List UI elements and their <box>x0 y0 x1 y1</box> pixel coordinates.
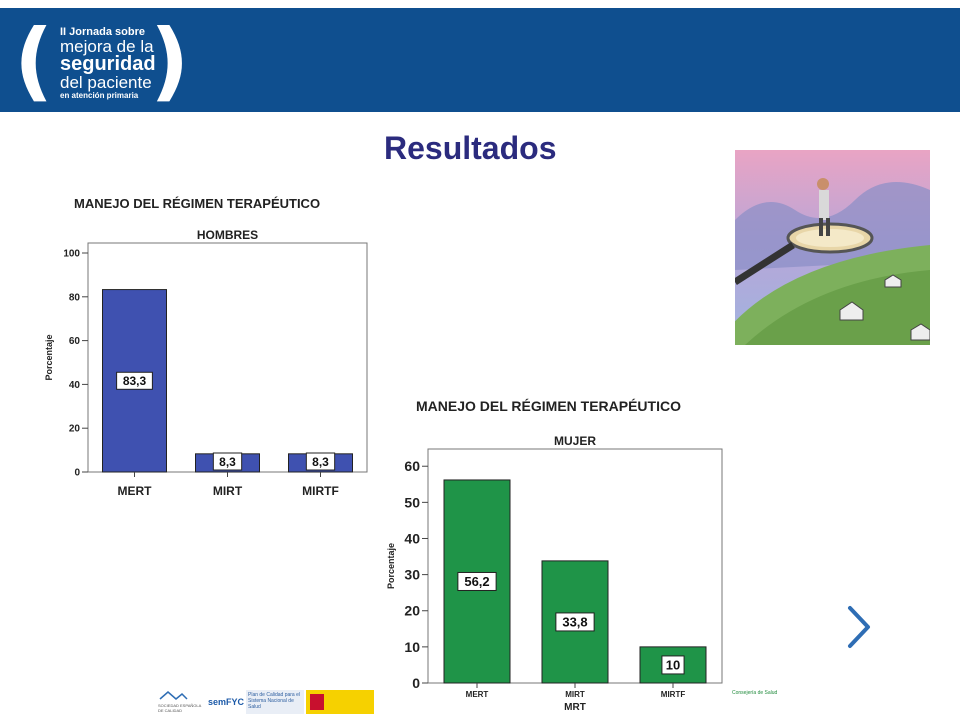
ministerio-de-sanidad-logo <box>306 690 374 714</box>
header-banner: ( II Jornada sobre mejora de la segurida… <box>0 8 960 112</box>
logo-line-3: seguridad <box>60 53 156 75</box>
x-tick-label: MIRT <box>213 484 243 498</box>
y-axis-label: Porcentaje <box>44 334 54 380</box>
logo-line-5: en atención primaria <box>60 91 139 100</box>
x-tick-label: MERT <box>466 690 489 699</box>
y-tick-label: 40 <box>69 380 81 391</box>
logo-line-2: mejora de la <box>60 37 154 56</box>
chart-svg: MANEJO DEL RÉGIMEN TERAPÉUTICO HOMBRES 0 20… <box>44 196 368 498</box>
data-label: 8,3 <box>312 455 329 469</box>
logo-left-bracket: ( <box>14 11 54 111</box>
x-tick-label: MERT <box>118 484 153 498</box>
page-title: Resultados <box>384 130 557 166</box>
data-label: 83,3 <box>123 374 147 388</box>
y-tick-label: 20 <box>69 424 81 435</box>
sociedad-espanola-calidad-asistencial-logo: SOCIEDAD ESPAÑOLA DE CALIDAD ASISTENCIAL <box>158 690 206 714</box>
y-axis-label: Porcentaje <box>386 543 396 589</box>
data-label: 56,2 <box>464 574 489 589</box>
chart-title: MANEJO DEL RÉGIMEN TERAPÉUTICO <box>416 398 681 414</box>
logo-right-bracket: ) <box>150 11 190 111</box>
y-tick-label: 100 <box>63 249 80 260</box>
semfyc-logo: semFYC <box>208 697 244 707</box>
x-tick-label: MIRTF <box>302 484 339 498</box>
y-tick-label: 0 <box>74 468 80 479</box>
y-tick-label: 80 <box>69 292 81 303</box>
chart-subtitle: HOMBRES <box>197 228 258 242</box>
data-label: 8,3 <box>219 455 236 469</box>
chart-subtitle: MUJER <box>554 434 596 448</box>
chart-hombres: MANEJO DEL RÉGIMEN TERAPÉUTICO HOMBRES 0 20… <box>40 190 380 510</box>
spain-crest-icon <box>310 694 324 710</box>
plan-de-calidad-logo: Plan de Calidad para el Sistema Nacional… <box>246 690 304 714</box>
event-logo: II Jornada sobre mejora de la seguridad … <box>60 26 156 101</box>
chevron-right-icon <box>848 606 870 648</box>
chart-svg: MANEJO DEL RÉGIMEN TERAPÉUTICO MUJER 0 10 20… <box>386 398 723 713</box>
data-label-box <box>305 452 336 471</box>
y-tick-label: 20 <box>404 603 420 619</box>
data-label-box <box>212 452 243 471</box>
x-axis-label: MRT <box>564 702 586 713</box>
y-tick-label: 10 <box>404 639 420 655</box>
junta-de-andalucia-logo: Consejería de Salud <box>732 690 778 696</box>
y-tick-label: 40 <box>404 530 420 546</box>
x-tick-label: MIRTF <box>661 690 686 699</box>
data-label: 33,8 <box>562 615 587 630</box>
logo-line-4: del paciente <box>60 73 152 92</box>
chart-mujer: MANEJO DEL RÉGIMEN TERAPÉUTICO MUJER 0 10 20… <box>380 392 730 717</box>
y-tick-label: 60 <box>69 336 81 347</box>
next-slide-button[interactable] <box>840 604 880 650</box>
chart-title: MANEJO DEL RÉGIMEN TERAPÉUTICO <box>74 196 320 211</box>
y-tick-label: 50 <box>404 494 420 510</box>
data-label: 10 <box>666 658 680 673</box>
y-tick-label: 30 <box>404 567 420 583</box>
logo-line-1: II Jornada sobre <box>60 26 145 38</box>
bar-mert <box>443 479 511 684</box>
x-tick-label: MIRT <box>565 690 585 699</box>
data-label-box <box>457 571 497 591</box>
data-label-box <box>116 371 153 390</box>
magnifier-illustration <box>735 150 930 345</box>
data-label-box <box>661 655 685 675</box>
y-tick-label: 0 <box>412 675 420 691</box>
footer-logos: SOCIEDAD ESPAÑOLA DE CALIDAD ASISTENCIAL… <box>158 690 778 716</box>
mountain-icon <box>159 691 188 700</box>
y-tick-label: 60 <box>404 458 420 474</box>
data-label-box <box>555 612 595 632</box>
